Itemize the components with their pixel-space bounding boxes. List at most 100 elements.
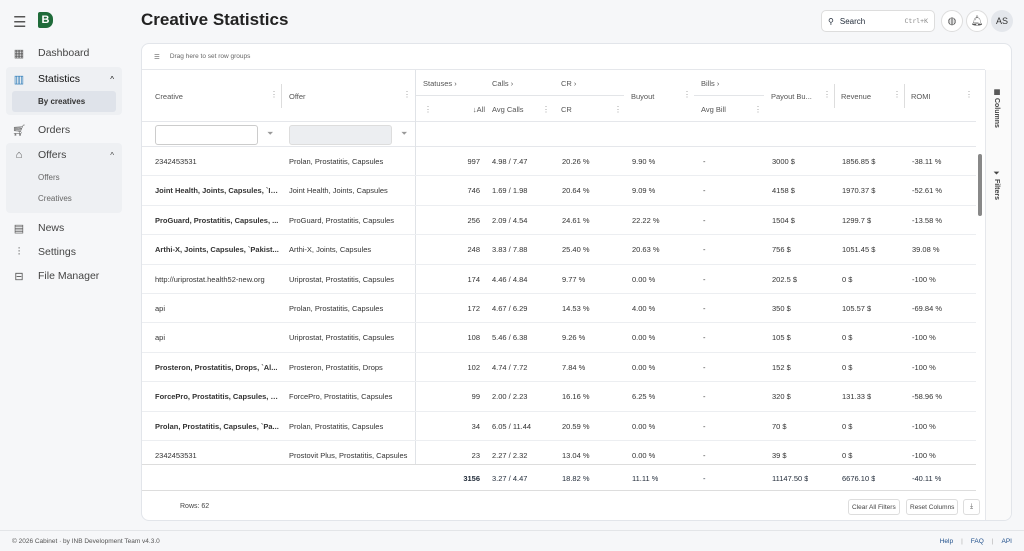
filter-icon[interactable]: ⏷ — [401, 129, 408, 138]
column-menu-icon[interactable]: ⋮ — [965, 90, 973, 99]
column-menu-icon[interactable]: ⋮ — [893, 90, 901, 99]
sidebar: ☰ B ▦ Dashboard ▥ Statistics ^ By creatives… — [0, 0, 130, 530]
table-row[interactable]: Prosteron, Prostatitis, Drops, `Al... Pro… — [142, 353, 976, 383]
sidebar-item-settings[interactable]: ⫶ Settings — [6, 240, 122, 264]
cell-cr: 9.77 % — [562, 274, 586, 284]
column-menu-icon[interactable]: ⋮ — [270, 90, 278, 99]
help-link[interactable]: Help — [939, 538, 954, 545]
filters-tab[interactable]: ⏷ Filters — [993, 170, 1000, 200]
bag-icon: ⌂ — [15, 149, 23, 161]
column-menu-icon[interactable]: ⋮ — [403, 90, 411, 99]
scrollbar-thumb[interactable] — [978, 154, 982, 216]
cell-all: 997 — [467, 157, 480, 166]
cell-bill: - — [703, 215, 706, 225]
column-menu-icon[interactable]: ⋮ — [614, 105, 622, 114]
creative-filter-input[interactable] — [155, 125, 258, 145]
group-header-cr[interactable]: CR › — [561, 78, 577, 88]
language-button[interactable]: ◍ — [941, 10, 963, 32]
avatar[interactable]: AS — [991, 10, 1013, 32]
column-header-buyout[interactable]: Buyout — [631, 91, 655, 101]
table-row[interactable]: api Uriprostat, Prostatitis, Capsules 108 5… — [142, 323, 976, 353]
column-header-creative[interactable]: Creative — [155, 91, 183, 101]
column-header-all[interactable]: ↓All — [472, 104, 485, 114]
cell-calls: 6.05 / 11.44 — [492, 421, 532, 431]
api-link[interactable]: API — [1001, 538, 1012, 545]
column-header-avg-bill[interactable]: Avg Bill — [701, 104, 726, 114]
column-header-offer[interactable]: Offer — [289, 91, 306, 101]
sidebar-item-dashboard[interactable]: ▦ Dashboard — [13, 47, 90, 60]
cell-calls: 2.00 / 2.23 — [492, 392, 528, 402]
vertical-scrollbar[interactable] — [976, 147, 985, 492]
column-menu-icon[interactable]: ⋮ — [754, 105, 762, 114]
cell-offer: Prosteron, Prostatitis, Drops — [289, 362, 383, 372]
reset-columns-button[interactable]: Reset Columns — [906, 499, 959, 515]
logo[interactable]: B — [38, 12, 53, 28]
column-header-cr[interactable]: CR — [561, 104, 572, 114]
filter-icon[interactable]: ⏷ — [267, 129, 274, 138]
cell-offer: Uriprostat, Prostatitis, Capsules — [289, 333, 395, 343]
notifications-button[interactable]: 🔔︎ — [966, 10, 988, 32]
cell-creative: ForcePro, Prostatitis, Capsules, `I... — [155, 392, 280, 402]
sidebar-item-news[interactable]: ▤ News — [13, 222, 65, 235]
cell-all: 172 — [467, 303, 480, 313]
copyright: © 2026 Cabinet · by INB Development Team… — [12, 538, 160, 545]
column-menu-icon[interactable]: ⋮ — [542, 105, 550, 114]
chart-icon: ▥ — [13, 73, 25, 86]
clear-all-filters-button[interactable]: Clear All Filters — [848, 499, 900, 515]
cell-calls: 4.67 / 6.29 — [492, 303, 528, 313]
group-header-bills[interactable]: Bills › — [701, 78, 720, 88]
sidebar-item-file-manager[interactable]: ⊟ File Manager — [6, 264, 122, 288]
cell-calls: 4.74 / 7.72 — [492, 362, 528, 372]
total-payout: 11147.50 $ — [772, 474, 809, 483]
cell-creative: Prosteron, Prostatitis, Drops, `Al... — [155, 362, 278, 372]
column-menu-icon[interactable]: ⋮ — [424, 105, 432, 114]
sidebar-item-offers-list[interactable]: Offers — [38, 173, 60, 182]
cell-buyout: 0.00 % — [632, 362, 656, 372]
cell-bill: - — [703, 392, 706, 402]
cell-revenue: 0 $ — [842, 274, 853, 284]
cart-icon: 🛒︎ — [12, 124, 26, 137]
grid-header: Creative ⋮ Offer ⋮ Statuses › Calls › CR… — [142, 70, 976, 122]
column-header-payout[interactable]: Payout Bu... — [771, 91, 812, 101]
cell-revenue: 1970.37 $ — [842, 186, 876, 196]
search-button[interactable]: ⚲ Search Ctrl+K — [821, 10, 935, 32]
column-header-romi[interactable]: ROMI — [911, 91, 931, 101]
export-button[interactable]: ⤓ — [963, 499, 980, 515]
table-row[interactable]: Prolan, Prostatitis, Capsules, `Pa... Pro… — [142, 412, 976, 441]
table-row[interactable]: Arthi-X, Joints, Capsules, `Pakist... Art… — [142, 235, 976, 265]
sidebar-item-by-creatives[interactable]: By creatives — [12, 91, 116, 112]
column-header-revenue[interactable]: Revenue — [841, 91, 872, 101]
sidebar-item-offers[interactable]: ⌂ Offers ^ — [6, 143, 122, 167]
cell-romi: -100 % — [912, 421, 936, 431]
cell-revenue: 105.57 $ — [842, 303, 872, 313]
faq-link[interactable]: FAQ — [970, 538, 984, 545]
table-row[interactable]: 2342453531 Prolan, Prostatitis, Capsules 9… — [142, 147, 976, 177]
offer-filter-input[interactable] — [289, 125, 392, 145]
cell-bill: - — [703, 274, 706, 284]
menu-icon[interactable]: ☰ — [13, 14, 27, 31]
cell-offer: Prolan, Prostatitis, Capsules — [289, 303, 384, 313]
group-header-calls[interactable]: Calls › — [492, 78, 514, 88]
column-header-avg-calls[interactable]: Avg Calls — [492, 104, 524, 114]
sidebar-item-orders[interactable]: 🛒︎ Orders — [12, 124, 71, 137]
cell-payout: 756 $ — [772, 245, 791, 255]
row-group-panel[interactable]: ☰ Drag here to set row groups — [142, 44, 985, 70]
column-menu-icon[interactable]: ⋮ — [683, 90, 691, 99]
cell-creative: http://uriprostat.health52-new.org — [155, 274, 265, 284]
cell-offer: Prolan, Prostatitis, Capsules — [289, 157, 384, 166]
table-row[interactable]: Joint Health, Joints, Capsules, `Iv... Jo… — [142, 176, 976, 206]
table-row[interactable]: ProGuard, Prostatitis, Capsules, ... ProG… — [142, 206, 976, 236]
cell-payout: 1504 $ — [772, 215, 795, 225]
sidebar-item-statistics[interactable]: ▥ Statistics ^ — [13, 73, 114, 86]
table-row[interactable]: ForcePro, Prostatitis, Capsules, `I... Fo… — [142, 382, 976, 412]
cell-bill: - — [703, 421, 706, 431]
cell-creative: Arthi-X, Joints, Capsules, `Pakist... — [155, 245, 279, 255]
cell-revenue: 0 $ — [842, 421, 853, 431]
table-row[interactable]: api Prolan, Prostatitis, Capsules 172 4.67 … — [142, 294, 976, 324]
group-header-statuses[interactable]: Statuses › — [423, 78, 457, 88]
sidebar-item-creatives[interactable]: Creatives — [38, 194, 72, 203]
table-row[interactable]: http://uriprostat.health52-new.org Uripro… — [142, 265, 976, 294]
column-menu-icon[interactable]: ⋮ — [823, 90, 831, 99]
columns-tab[interactable]: ▦ Columns — [993, 88, 1000, 128]
cell-offer: Arthi-X, Joints, Capsules — [289, 245, 372, 255]
